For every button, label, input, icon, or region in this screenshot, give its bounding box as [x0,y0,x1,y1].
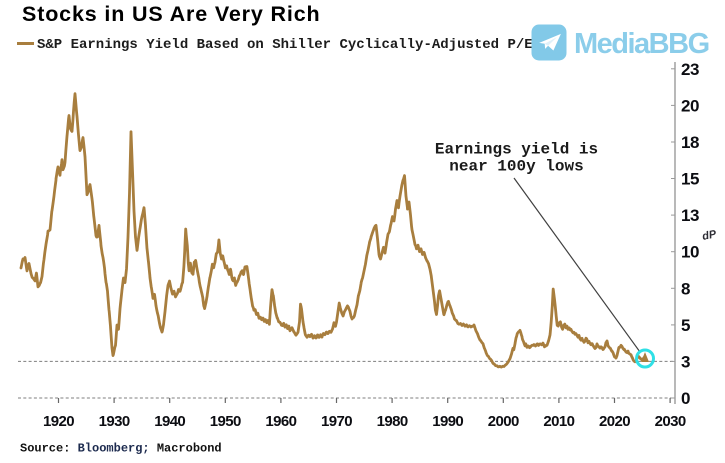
svg-text:1980: 1980 [377,413,408,430]
svg-text:1970: 1970 [321,413,352,430]
svg-text:8: 8 [681,279,690,298]
svg-text:0: 0 [681,389,690,408]
svg-text:5: 5 [681,316,690,335]
svg-text:2030: 2030 [655,413,686,430]
svg-text:10: 10 [681,243,699,262]
svg-text:20: 20 [681,96,699,115]
svg-text:23: 23 [681,60,699,79]
svg-text:1940: 1940 [154,413,185,430]
svg-text:3: 3 [681,352,690,371]
svg-text:1930: 1930 [99,413,130,430]
svg-text:15: 15 [681,170,699,189]
svg-text:Source: Bloomberg; Macrobond: Source: Bloomberg; Macrobond [20,442,222,456]
svg-text:2020: 2020 [599,413,630,430]
svg-text:1920: 1920 [43,413,74,430]
svg-text:Stocks in US Are Very Rich: Stocks in US Are Very Rich [22,2,321,26]
svg-text:1950: 1950 [210,413,241,430]
svg-text:MediaBBG: MediaBBG [574,28,709,60]
svg-text:1960: 1960 [265,413,296,430]
svg-text:18: 18 [681,133,699,152]
svg-text:S&P Earnings Yield Based on Sh: S&P Earnings Yield Based on Shiller Cycl… [37,37,533,53]
svg-text:dP: dP [701,228,718,243]
svg-text:2000: 2000 [488,413,519,430]
svg-text:13: 13 [681,206,699,225]
svg-text:near 100y lows: near 100y lows [449,158,583,176]
svg-text:2010: 2010 [543,413,574,430]
svg-text:Earnings yield is: Earnings yield is [435,141,598,159]
svg-text:1990: 1990 [432,413,463,430]
